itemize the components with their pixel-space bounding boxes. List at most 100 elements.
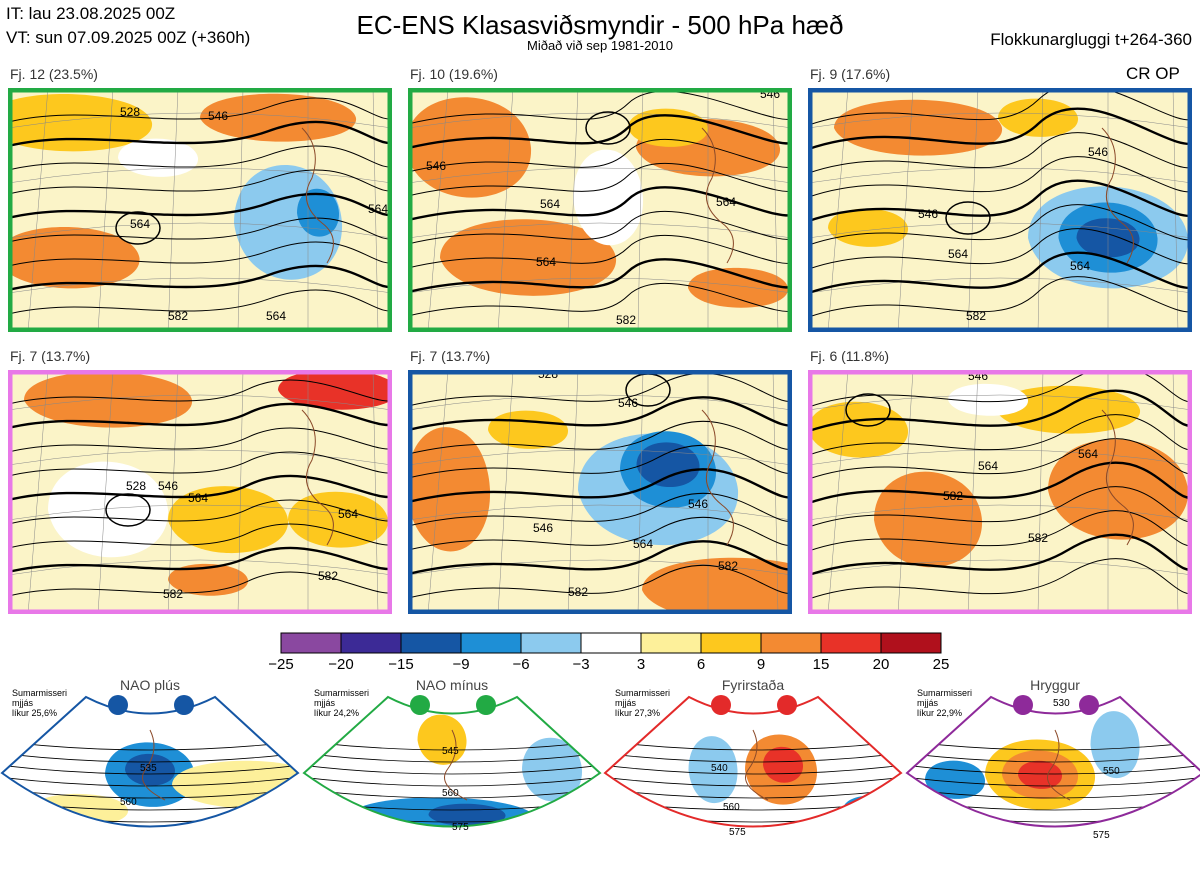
graticule-line (808, 112, 1192, 129)
height-contour (8, 379, 392, 405)
cluster-frame (8, 88, 392, 332)
height-contour (304, 763, 600, 775)
contour-label: 582 (168, 309, 188, 323)
graticule-line (408, 449, 792, 466)
cluster-label: Fj. 6 (11.8%) (810, 348, 890, 364)
sector-outline (302, 695, 602, 828)
contour-label: 528 (120, 105, 140, 119)
height-contour (8, 402, 392, 430)
contour-label: 564 (633, 537, 653, 551)
graticule-line (808, 394, 1192, 411)
height-contour (808, 132, 1192, 174)
height-contour (408, 234, 792, 269)
height-contour (408, 420, 792, 455)
contour-label: 528 (126, 479, 146, 493)
graticule-line (827, 370, 849, 614)
anomaly-area (925, 760, 986, 799)
regime-title: Hryggur (1030, 677, 1080, 693)
graticule-line (1037, 370, 1044, 614)
height-contour (605, 763, 901, 775)
height-contour (8, 499, 392, 525)
coastline (701, 127, 734, 264)
low-center (115, 211, 161, 245)
height-contour (808, 179, 1192, 223)
height-contour (8, 289, 392, 315)
graticule-line (808, 222, 1192, 239)
height-contour (302, 836, 604, 846)
sector-outline (603, 695, 903, 828)
height-contour (808, 251, 1192, 295)
regime-marker (108, 695, 128, 715)
graticule-line (772, 370, 779, 614)
page-subtitle: Miðað við sep 1981-2010 (527, 38, 673, 53)
anomaly-area (843, 795, 901, 825)
regime-sector: 540 560 575 (603, 695, 905, 858)
low-center (945, 201, 991, 235)
height-contour (808, 438, 1192, 480)
height-contour (8, 120, 392, 148)
height-contour (0, 848, 302, 858)
contour-label: 560 (442, 788, 459, 799)
regime-probability: líkur 25,6% (12, 708, 58, 718)
coastline (1101, 127, 1134, 264)
contour-label: 535 (140, 763, 157, 774)
contour-label: 545 (442, 746, 459, 757)
contour-label: 546 (426, 159, 446, 173)
graticule-line (808, 559, 1192, 576)
graticule-line (808, 167, 1192, 184)
height-contour (808, 510, 1192, 552)
colorbar-tick-label: 15 (812, 656, 830, 673)
coastline (745, 729, 769, 801)
height-contour (603, 848, 905, 858)
height-contour (408, 114, 792, 150)
graticule-line (408, 222, 792, 239)
regime-marker (1013, 695, 1033, 715)
colorbar-tick-label: −6 (512, 656, 530, 673)
colorbar-segment (460, 632, 522, 654)
regime-stats: Sumarmisseri mjjás líkur 24,2% (314, 688, 369, 718)
anomaly-area (688, 267, 789, 308)
graticule-line (637, 88, 644, 332)
page-title: EC-ENS Klasasviðsmyndir - 500 hPa hæð (356, 10, 844, 40)
contour-label: 546 (158, 479, 178, 493)
height-contour (8, 217, 392, 243)
graticule-line (637, 370, 644, 614)
contour-label: 564 (130, 217, 150, 231)
anomaly-area (573, 149, 644, 246)
regime-title: NAO plús (120, 677, 180, 693)
height-contour (408, 396, 792, 432)
height-contour (8, 474, 392, 502)
colorbar-tick-label: 3 (636, 656, 646, 673)
anomaly-area (8, 227, 140, 289)
anomaly-area (417, 714, 467, 765)
classification-window: Flokkunargluggi t+264-360 (990, 30, 1192, 49)
contour-label: 560 (120, 797, 137, 808)
colorbar-tick-label: 9 (756, 656, 766, 673)
regime-marker (410, 695, 430, 715)
height-contour (8, 427, 392, 453)
init-time: IT: lau 23.08.2025 00Z (6, 4, 176, 23)
regime-sector: 545 560 575 (302, 695, 604, 858)
low-center (585, 111, 631, 145)
contour-label: 582 (718, 559, 738, 573)
regime-stats: Sumarmisseri mjjás líkur 25,6% (12, 688, 67, 718)
regime-marker (174, 695, 194, 715)
cluster-frame (808, 370, 1192, 614)
height-contour (408, 282, 792, 317)
anomaly-area (522, 737, 583, 802)
regime-probability: líkur 27,3% (615, 708, 661, 718)
height-contour (408, 372, 792, 407)
sector-outline (905, 695, 1200, 828)
regime-marker (476, 695, 496, 715)
height-contour (808, 558, 1192, 600)
graticule-line (8, 222, 392, 239)
cluster-frame (808, 88, 1192, 332)
colorbar-tick-label: 25 (932, 656, 950, 673)
height-contour (907, 763, 1200, 775)
graticule-line (408, 504, 792, 521)
graticule-line (8, 167, 392, 184)
height-contour (408, 564, 792, 599)
contour-label: 546 (533, 521, 553, 535)
height-contour (302, 848, 604, 858)
